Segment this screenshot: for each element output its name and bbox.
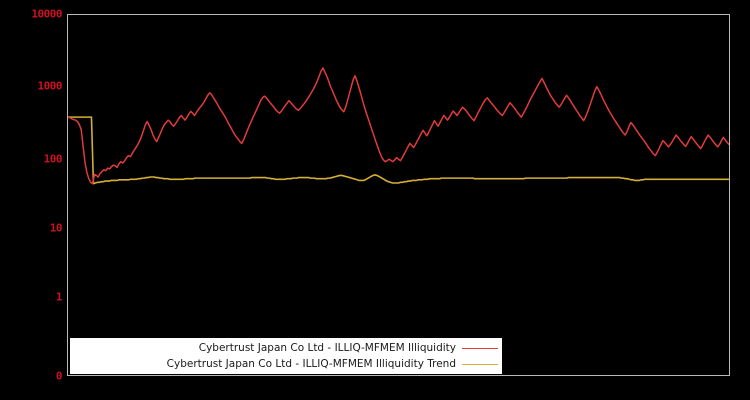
legend-label-illiquidity: Cybertrust Japan Co Ltd - ILLIQ-MFMEM Il… [198,342,456,354]
plot-area [67,14,730,376]
series-group [68,67,729,185]
legend-color-swatch-illiquidity [462,347,498,349]
y-tick-label-10000: 10000 [31,7,62,21]
legend: Cybertrust Japan Co Ltd - ILLIQ-MFMEM Il… [70,338,502,374]
y-axis-labels: 10000 1000 100 10 1 0 [0,0,62,400]
y-tick-label-10: 10 [49,221,63,235]
legend-entry-illiquidity-trend: Cybertrust Japan Co Ltd - ILLIQ-MFMEM Il… [70,356,502,372]
y-tick-label-0: 0 [55,369,63,383]
y-tick-label-1000: 1000 [37,79,63,93]
legend-color-swatch-illiquidity-trend [462,363,498,365]
plot-svg [68,67,729,185]
y-tick-label-100: 100 [43,152,63,166]
y-tick-label-1: 1 [55,290,63,304]
legend-entry-illiquidity: Cybertrust Japan Co Ltd - ILLIQ-MFMEM Il… [70,340,502,356]
legend-label-illiquidity-trend: Cybertrust Japan Co Ltd - ILLIQ-MFMEM Il… [166,358,456,370]
series-line-illiquidity [68,67,729,185]
series-line-illiquidity-trend [68,116,729,185]
